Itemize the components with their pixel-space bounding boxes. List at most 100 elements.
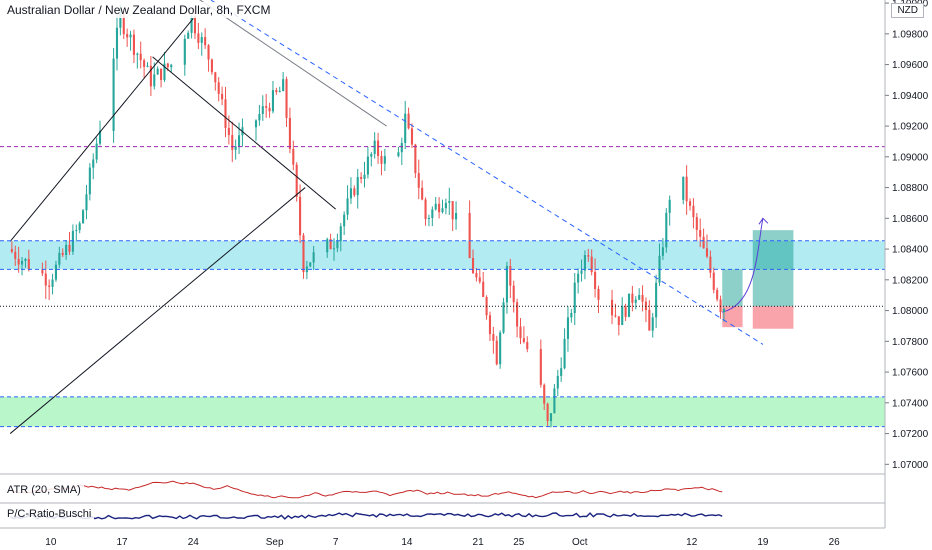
candle-body [373,140,376,154]
candle-body [682,176,685,200]
candle-body [709,256,712,273]
time-tick-label: 14 [401,537,413,548]
candle-body [444,202,447,209]
candle-body [88,167,91,195]
projection-arrow-head[interactable] [758,217,769,225]
candle-body [438,203,441,213]
candle-body [295,164,298,197]
time-tick-label: 17 [117,537,129,548]
early-uptrend-line[interactable] [9,18,194,242]
candle-body [543,384,546,404]
candle-body [417,173,420,188]
candle-body [112,58,115,131]
candle-body [271,90,275,112]
trendlines[interactable] [9,0,764,434]
descending-channel[interactable] [203,0,764,345]
price-tick-label: 1.09600 [892,60,929,71]
candle-body [261,106,264,114]
candle-body [512,285,515,303]
candle-body [305,266,308,273]
candle-body [75,230,78,232]
candle-body [231,135,234,150]
lower-trendline[interactable] [152,56,337,210]
candle-body [522,338,525,343]
candle-body [722,308,725,313]
zones [0,240,885,427]
candle-body [217,82,220,94]
candle-body [143,60,146,67]
time-tick-label: 12 [686,537,698,548]
candle-body [163,63,166,80]
candle-body [688,201,692,206]
resistance-zone [0,240,885,270]
grid [0,473,932,529]
upper-trendline[interactable] [193,0,387,127]
price-tick-label: 1.09000 [892,152,929,163]
candle-body [200,37,203,43]
candle-body [471,258,475,274]
candle-body [539,349,542,385]
candle-body [631,293,634,303]
candle-body [65,244,68,256]
candle-body [85,194,88,211]
price-axis[interactable]: 1.100001.098001.096001.094001.092001.090… [884,0,932,550]
candle-body [82,210,85,224]
candle-body [597,288,600,300]
candle-body [716,289,719,300]
candle-body [587,255,590,257]
candle-body [580,270,583,274]
pc-label[interactable]: P/C-Ratio-Buschi [4,508,95,520]
chart-title: Australian Dollar / New Zealand Dollar, … [4,2,274,18]
candle-body [98,130,102,144]
candle-body [160,68,163,80]
long-position-1-stop[interactable] [722,306,743,328]
candle-body [516,302,519,327]
candle-body [292,148,295,165]
candle-body [136,53,139,55]
candle-body [421,187,424,200]
candle-body [519,326,522,339]
candle-body [24,258,27,261]
candle-body [166,63,169,68]
time-tick-label: 19 [757,537,769,548]
candle-body [193,16,197,34]
candle-body [360,177,363,179]
candle-body [692,205,695,218]
candle-body [590,256,593,272]
candle-body [309,262,312,267]
long-position-2-stop[interactable] [752,306,794,329]
long-uptrend-line[interactable] [9,187,306,434]
candle-body [668,199,671,213]
projection-arrow[interactable] [722,218,764,313]
time-axis[interactable]: 10 17 24 Sep 7 14 21 25 Oct 12 19 26 [45,537,840,548]
long-position-1-target[interactable] [722,269,743,307]
currency-badge[interactable]: NZD [891,3,924,18]
candle-body [488,315,492,335]
price-tick-label: 1.09200 [892,122,929,133]
axis-background [885,0,932,550]
candle-body [258,113,261,121]
candle-body [129,34,132,38]
price-tick-label: 1.08200 [892,275,929,286]
candle-body [553,388,556,414]
candle-body [404,113,407,143]
candle-body [427,218,430,220]
positions[interactable] [722,217,794,329]
candle-body [705,248,709,257]
support-zone [0,396,885,427]
candle-body [377,140,380,157]
candle-body [685,176,688,202]
atr-line [10,480,723,499]
atr-label[interactable]: ATR (20, SMA) [4,484,84,496]
candle-body [566,317,570,339]
candle-body [234,146,237,150]
candle-body [183,38,186,65]
candle-body [617,316,620,326]
candle-body [482,281,485,297]
candle-body [397,152,400,157]
candle-body [455,213,458,220]
price-tick-label: 1.07400 [892,398,929,409]
price-tick-label: 1.09800 [892,29,929,40]
candles [10,5,725,428]
